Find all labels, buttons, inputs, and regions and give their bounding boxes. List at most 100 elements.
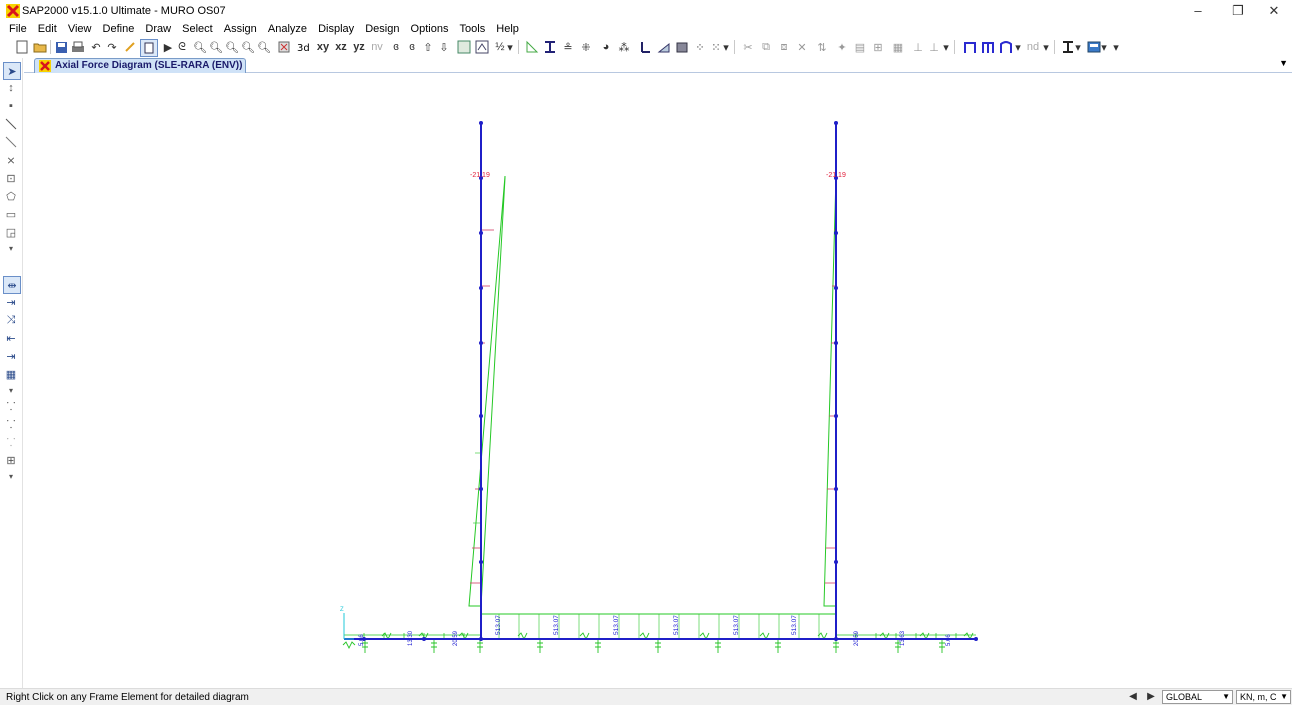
design-steel-icon[interactable]	[638, 39, 654, 55]
draw-rect-area-icon[interactable]: ▭	[5, 208, 17, 221]
save-icon[interactable]	[53, 39, 69, 55]
copy-icon[interactable]: ⧉	[762, 40, 770, 53]
pan-icon[interactable]: 🔍︎	[257, 41, 271, 54]
close-button[interactable]: ✕	[1268, 3, 1280, 18]
chevron-down-icon[interactable]: ▾	[723, 41, 729, 54]
pointer-icon[interactable]: ➤	[3, 62, 21, 80]
clear-selection-icon[interactable]: ⤨	[6, 313, 16, 326]
chevron-down-icon[interactable]: ▾	[507, 41, 513, 54]
chevron-down-icon[interactable]: ▾	[1015, 41, 1021, 54]
new-model-icon[interactable]	[14, 39, 30, 55]
menu-define[interactable]: Define	[102, 23, 135, 35]
show-frame-forces-icon[interactable]	[542, 39, 558, 55]
run-analysis-icon[interactable]: ▶	[163, 41, 173, 54]
reshaper-icon[interactable]: ↕	[8, 82, 14, 94]
chevron-down-icon[interactable]: ▾	[1075, 41, 1081, 54]
move-up-icon[interactable]: ⇧	[423, 41, 433, 54]
assign-section-icon[interactable]: ▦	[892, 41, 904, 54]
move-down-icon[interactable]: ⇩	[439, 41, 449, 54]
units-select[interactable]: KN, m, C ▼	[1236, 690, 1291, 704]
show-undeformed-icon[interactable]	[474, 39, 490, 55]
draw-special-joint-icon[interactable]: ⊡	[6, 172, 16, 185]
chevron-down-icon[interactable]: ▾	[8, 385, 13, 395]
axial-force-diagram[interactable]: -21.19 -21.19 513.07 513.07 513.07 513.0…	[24, 73, 1292, 685]
chevron-down-icon[interactable]: ▾	[1043, 41, 1049, 54]
menu-display[interactable]: Display	[318, 23, 355, 35]
show-plot-functions-icon[interactable]: ◕	[602, 41, 610, 53]
joints[interactable]	[362, 121, 978, 641]
chevron-down-icon[interactable]: ▾	[1101, 41, 1107, 54]
minimize-button[interactable]: –	[1194, 3, 1202, 18]
next-arrow-icon[interactable]: ▶	[1147, 691, 1155, 702]
zoom-extents-icon[interactable]: 🔍︎	[225, 41, 239, 54]
select-all-icon[interactable]: ⇹	[3, 276, 21, 294]
rotate-3d-icon[interactable]: ɞ	[393, 41, 399, 53]
draw-poly-area-icon[interactable]: ⬠	[6, 190, 16, 203]
show-shell-forces-icon[interactable]: ≗	[563, 41, 573, 54]
section-designer-icon[interactable]	[1060, 39, 1076, 55]
view-nv-button[interactable]: nv	[371, 41, 383, 53]
menu-edit[interactable]: Edit	[37, 23, 57, 35]
redo-icon[interactable]: ↷	[107, 41, 117, 54]
chevron-down-icon[interactable]: ▾	[8, 243, 13, 253]
show-joint-reactions-icon[interactable]: ⁜	[581, 41, 591, 54]
menu-help[interactable]: Help	[496, 23, 519, 35]
replicate-icon[interactable]: ⇅	[817, 41, 827, 54]
menu-draw[interactable]: Draw	[145, 23, 172, 35]
select-by-properties-icon[interactable]: ⇥	[6, 350, 16, 363]
draw-multi-frame-icon[interactable]	[980, 39, 996, 55]
get-previous-selection-icon[interactable]: ⇤	[6, 332, 16, 345]
open-icon[interactable]	[32, 39, 48, 55]
menu-select[interactable]: Select	[182, 23, 213, 35]
menu-analyze[interactable]: Analyze	[267, 23, 308, 35]
3d-view-icon[interactable]	[276, 39, 292, 55]
menu-view[interactable]: View	[67, 23, 92, 35]
previous-arrow-icon[interactable]: ◀	[1129, 691, 1137, 702]
menu-tools[interactable]: Tools	[459, 23, 486, 35]
chevron-down-icon[interactable]: ▾	[1113, 41, 1119, 54]
assign-area-load-icon[interactable]: ⊥	[929, 41, 939, 54]
draw-joint-icon[interactable]: ▪	[9, 100, 13, 112]
snap-to-points-icon[interactable]: ⸪	[6, 400, 16, 413]
snap-to-grid-icon[interactable]: ⊞	[6, 454, 16, 467]
zoom-out-icon[interactable]: 🔍︎	[209, 41, 223, 54]
print-icon[interactable]	[70, 39, 86, 55]
view-yz-button[interactable]: yz	[353, 41, 365, 53]
draw-frame-line-icon[interactable]	[3, 116, 19, 132]
delete-icon[interactable]: ✕	[797, 41, 807, 54]
assign-release-icon[interactable]: ⊞	[873, 41, 883, 54]
design-cold-formed-icon[interactable]: ⁙	[711, 41, 721, 54]
restore-button[interactable]: ❐	[1232, 3, 1244, 18]
draw-frame-icon[interactable]	[962, 39, 978, 55]
lock-model-icon[interactable]	[140, 39, 158, 57]
chevron-down-icon[interactable]: ▼	[1279, 58, 1288, 68]
select-by-groups-icon[interactable]: ▦	[5, 368, 17, 381]
refresh-window-icon[interactable]	[122, 39, 138, 55]
snap-to-intersections-icon[interactable]: ⸪	[6, 436, 16, 449]
design-concrete-icon[interactable]	[656, 39, 672, 55]
rotate-view-icon[interactable]: ɞ	[409, 41, 415, 53]
assign-joint-icon[interactable]: ✦	[837, 41, 847, 54]
zoom-in-icon[interactable]: 🔍︎	[193, 41, 207, 54]
rubber-band-zoom-icon[interactable]: ᘓ	[178, 40, 186, 53]
coordinate-system-select[interactable]: GLOBAL ▼	[1162, 690, 1233, 704]
menu-assign[interactable]: Assign	[223, 23, 257, 35]
design-aluminum-icon[interactable]: ⁘	[695, 41, 705, 54]
quick-draw-area-icon[interactable]: ◲	[5, 226, 17, 239]
undo-icon[interactable]: ↶	[91, 41, 101, 54]
show-forces-icon[interactable]	[524, 39, 540, 55]
quick-draw-frame-icon[interactable]	[3, 134, 19, 150]
assign-load-icon[interactable]: ⊥	[913, 41, 923, 54]
menu-options[interactable]: Options	[410, 23, 449, 35]
display-tables-icon[interactable]	[1086, 39, 1102, 55]
assign-frame-icon[interactable]: ▤	[854, 41, 866, 54]
view-xy-button[interactable]: xy	[316, 41, 330, 53]
design-bridge-icon[interactable]	[674, 39, 690, 55]
view-xz-button[interactable]: xz	[335, 41, 347, 53]
model-canvas[interactable]: -21.19 -21.19 513.07 513.07 513.07 513.0…	[24, 73, 1292, 685]
frame-members[interactable]	[344, 123, 976, 640]
tab-axial-force-diagram[interactable]: Axial Force Diagram (SLE-RARA (ENV))	[34, 58, 246, 73]
paste-icon[interactable]: ⧈	[780, 40, 788, 53]
menu-file[interactable]: File	[9, 23, 27, 35]
select-intersecting-line-icon[interactable]: ⇥	[6, 296, 16, 309]
